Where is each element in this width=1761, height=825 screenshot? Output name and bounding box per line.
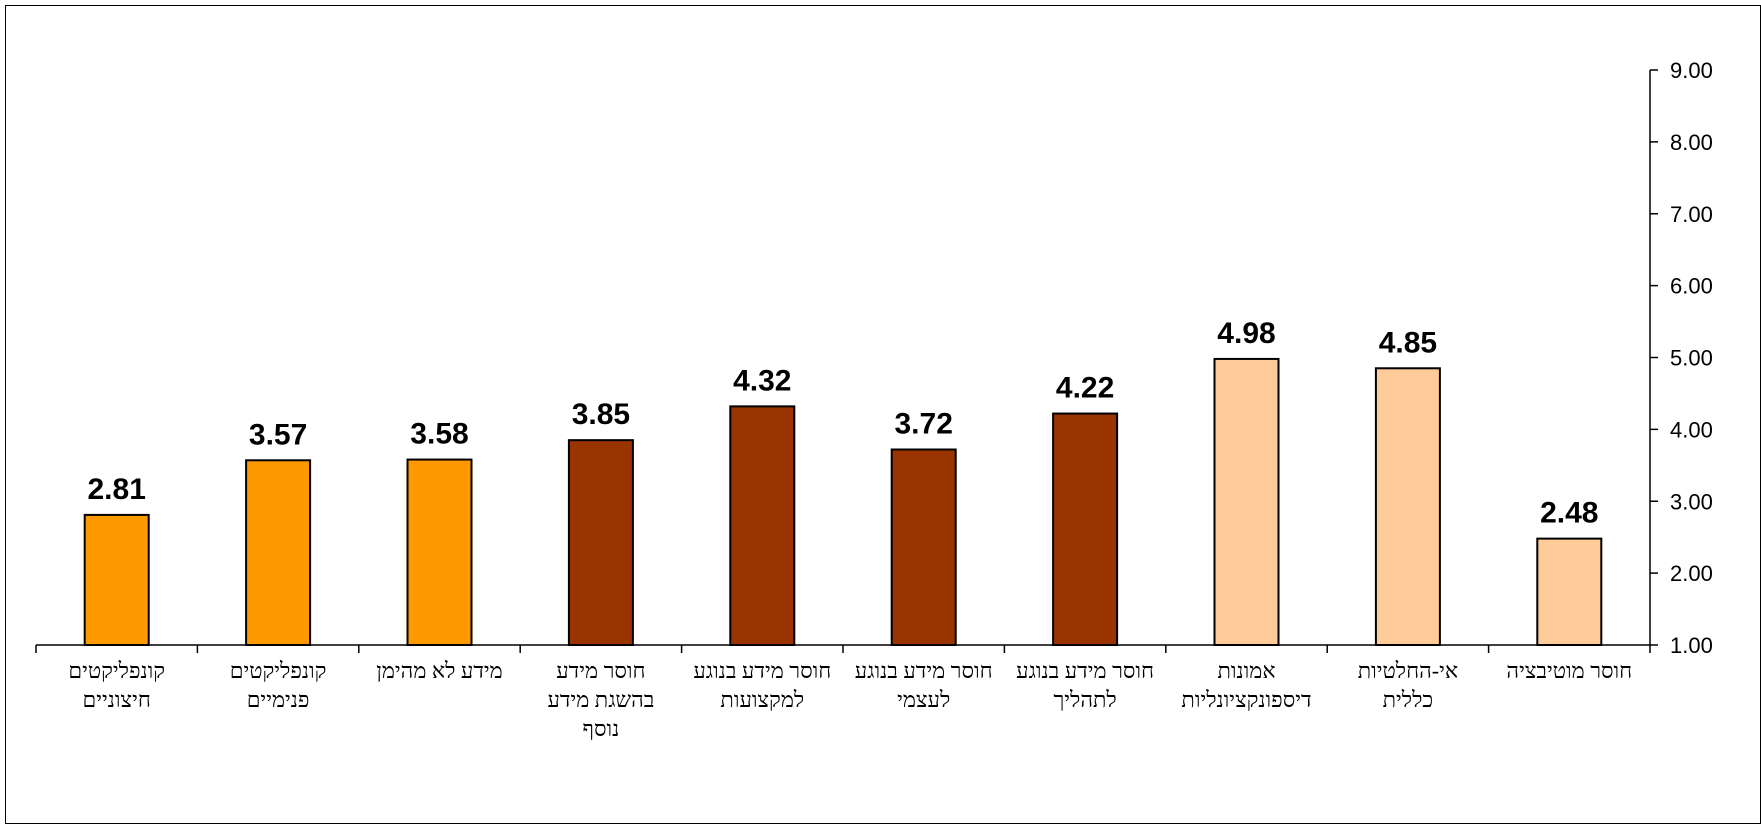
data-label: 3.85 [572,398,630,431]
bar [406,458,473,646]
bar [1374,367,1441,646]
x-tick-label: בהשגת מידע [547,687,654,712]
data-label: 2.81 [88,473,146,506]
bar [890,448,957,646]
data-label: 4.98 [1217,317,1275,350]
data-label: 4.85 [1379,326,1437,359]
y-tick-label: 9.00 [1670,58,1713,83]
y-tick-label: 5.00 [1670,346,1713,371]
x-tick-label: נוסף [583,716,620,741]
bar [83,513,150,646]
x-tick-label: אי-החלטיות [1358,658,1458,683]
bar [1213,357,1280,646]
x-tick-label: מידע לא מהימן [376,658,502,683]
x-tick-label: דיספונקציונליות [1181,687,1311,712]
x-tick-label: חוסר מידע [556,658,645,683]
data-label: 4.22 [1056,372,1114,405]
x-tick-label: חוסר מידע בנוגע [1016,658,1154,683]
y-tick-label: 8.00 [1670,130,1713,155]
y-tick-label: 7.00 [1670,202,1713,227]
data-label: 3.72 [895,408,953,441]
y-tick-label: 4.00 [1670,417,1713,442]
x-tick-label: קונפליקטים [68,658,165,683]
y-tick-label: 3.00 [1670,489,1713,514]
x-tick-label: לעצמי [897,687,950,712]
x-tick-label: חיצוניים [83,687,151,712]
y-tick-label: 2.00 [1670,561,1713,586]
data-label: 3.58 [410,418,468,451]
x-tick-label: למקצועות [720,687,804,712]
data-label: 2.48 [1540,497,1598,530]
x-tick-label: חוסר מידע בנוגע [693,658,831,683]
bar [729,405,796,646]
x-tick-label: חוסר מוטיבציה [1506,658,1632,683]
x-tick-label: קונפליקטים [230,658,327,683]
data-label: 3.57 [249,418,307,451]
x-tick-label: חוסר מידע בנוגע [855,658,993,683]
bar [1536,537,1603,646]
y-tick-label: 1.00 [1670,633,1713,658]
data-label: 4.32 [733,364,791,397]
x-tick-label: כללית [1383,687,1434,712]
x-tick-label: פנימיים [247,687,310,712]
bar [245,459,312,646]
bar [567,439,634,646]
chart-frame [5,5,1761,824]
y-tick-label: 6.00 [1670,274,1713,299]
x-tick-label: אמונות [1217,658,1275,683]
bar [1052,412,1119,646]
x-tick-label: לתהליך [1053,687,1116,712]
